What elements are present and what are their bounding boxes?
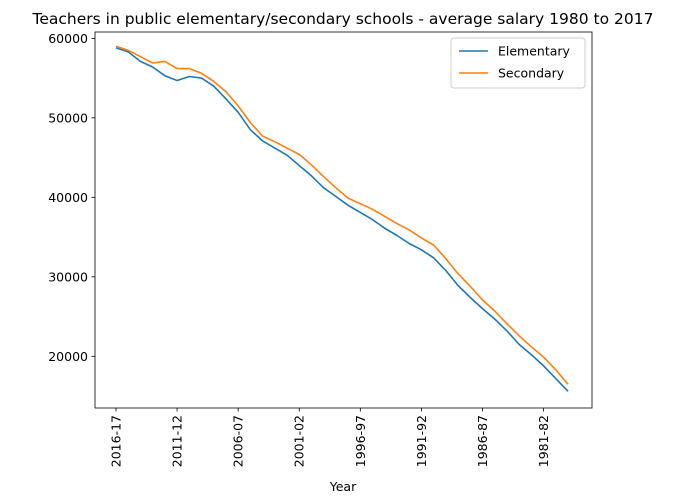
x-tick-label: 2006-07 — [231, 415, 246, 467]
x-tick-label: 2016-17 — [109, 415, 124, 467]
y-tick-label: 60000 — [48, 31, 88, 46]
x-axis: 2016-17 2011-12 2006-07 2001-02 1996-97 1991-… — [109, 408, 551, 467]
x-tick-label: 1981-82 — [536, 415, 551, 467]
series-line-secondary — [115, 45, 569, 385]
x-axis-label: Year — [329, 479, 357, 494]
series-line-elementary — [115, 47, 569, 392]
x-tick-label: 1996-97 — [353, 415, 368, 467]
legend-label: Secondary — [498, 66, 565, 81]
chart-title: Teachers in public elementary/secondary … — [32, 10, 654, 28]
legend: Elementary Secondary — [450, 37, 586, 89]
plot-area — [94, 31, 593, 409]
y-tick-label: 50000 — [48, 110, 88, 125]
y-tick-label: 40000 — [48, 190, 88, 205]
x-tick-label: 2011-12 — [170, 415, 185, 467]
y-tick-label: 20000 — [48, 349, 88, 364]
y-axis: 20000 30000 40000 50000 60000 — [48, 31, 95, 364]
x-tick-label: 1986-87 — [475, 415, 490, 467]
series-lines — [115, 45, 569, 392]
legend-label: Elementary — [498, 44, 571, 59]
x-tick-label: 1991-92 — [414, 415, 429, 467]
x-tick-label: 2001-02 — [292, 415, 307, 467]
y-tick-label: 30000 — [48, 269, 88, 284]
